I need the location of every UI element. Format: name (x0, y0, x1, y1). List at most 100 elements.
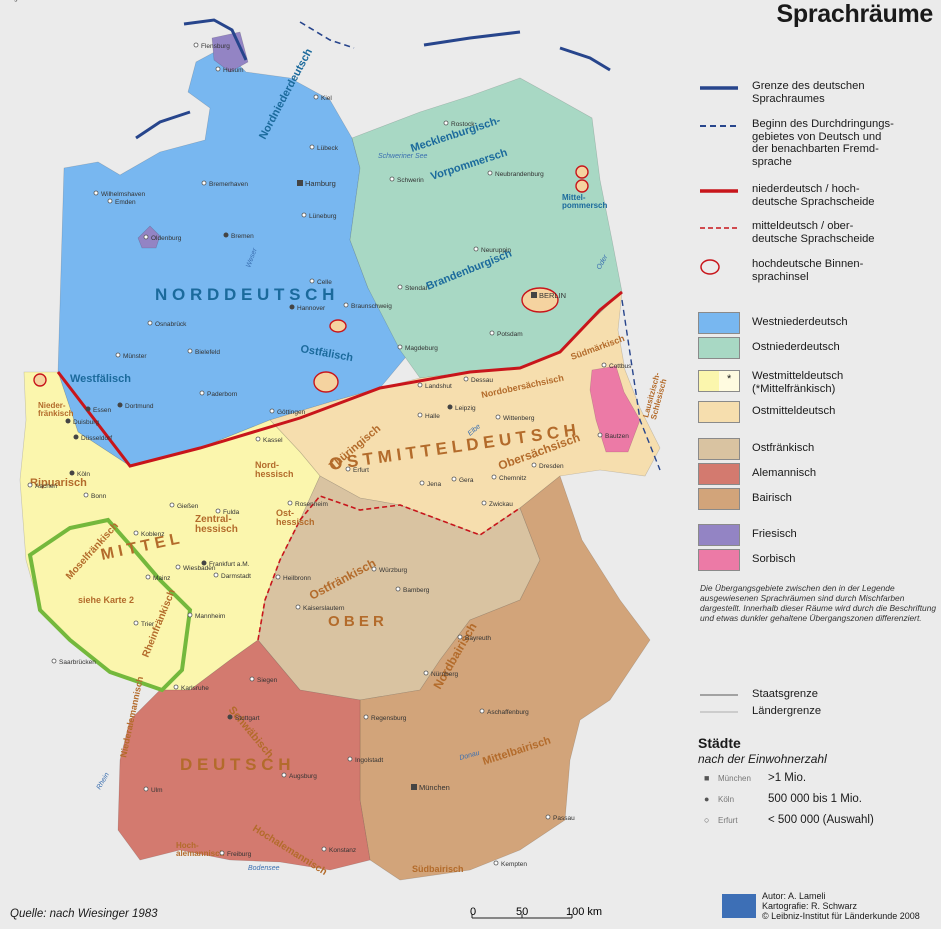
city-marker: Konstanz (321, 846, 356, 854)
credit-cartography: Kartografie: R. Schwarz (762, 901, 858, 911)
city-marker: Wilhelmshaven (93, 190, 145, 198)
city-marker: Erfurt (345, 466, 369, 474)
city-label: Jena (427, 481, 441, 488)
city-marker: Landshut (417, 382, 452, 390)
scale-tick-label: 0 (470, 906, 476, 918)
region-label: Mittel-pommersch (562, 193, 607, 210)
legend-label: Ländergrenze (752, 705, 822, 717)
city-marker: Dessau (463, 376, 493, 384)
city-label: Duisburg (73, 419, 99, 426)
city-label: Celle (317, 279, 332, 286)
city-label: Potsdam (497, 331, 523, 338)
legend-label: Staatsgrenze (752, 688, 818, 700)
city-marker: Bremerhaven (201, 180, 248, 188)
city-marker: Bonn (83, 492, 107, 500)
legend-label: Westmitteldeutsch (*Mittelfränkisch) (752, 370, 844, 395)
city-marker: Göttingen (269, 408, 306, 416)
city-label: Hamburg (305, 179, 336, 188)
city-marker: Duisburg (65, 418, 99, 426)
city-marker: Magdeburg (397, 344, 438, 352)
sprachraum-border-denmark (135, 110, 191, 140)
city-label: Bonn (91, 493, 107, 500)
sprachraum-border-east (559, 46, 611, 72)
legend-label: Beginn des Durchdringungs- gebietes von … (752, 118, 894, 168)
city-marker: Frankfurt a.M. (201, 560, 250, 568)
city-size-label: 500 000 bis 1 Mio. (768, 793, 862, 805)
region-friesisch-saterland (137, 225, 161, 249)
legend-line-item: niederdeutsch / hoch- deutsche Sprachsch… (698, 183, 932, 208)
legend-label: Grenze des deutschen Sprachraumes (752, 80, 865, 105)
legend-label: Sorbisch (752, 553, 796, 565)
legend-note: Die Übergangsgebiete zwischen den in der… (700, 583, 937, 623)
source-note: Quelle: nach Wiesinger 1983 (10, 908, 158, 920)
city-marker: Passau (545, 814, 575, 822)
city-label: Mainz (153, 575, 170, 582)
city-marker: Wiesbaden (175, 564, 216, 572)
city-marker: Bremen (223, 232, 254, 240)
city-label: Siegen (257, 677, 278, 684)
city-marker: Augsburg (281, 772, 317, 780)
city-marker: Flensburg (193, 42, 230, 50)
city-label: Bamberg (403, 587, 430, 594)
city-marker: Würzburg (371, 566, 408, 574)
legend-label: niederdeutsch / hoch- deutsche Sprachsch… (752, 183, 875, 208)
legend-swatch-ostfraenkisch (698, 438, 740, 460)
region-label: Zentral-hessisch (195, 514, 238, 535)
city-label: Stendal (405, 285, 428, 292)
cities-subheading: nach der Einwohnerzahl (698, 752, 827, 766)
region-label: Hoch-alemannisch (176, 841, 225, 858)
dashed-red-line-icon (698, 220, 742, 244)
city-legend-row: ○ Erfurt < 500 000 (Auswahl) (704, 814, 874, 826)
city-label: Neubrandenburg (495, 171, 544, 178)
city-label: Gera (459, 477, 474, 484)
city-marker: Rosenheim (287, 500, 328, 508)
legend-label: mitteldeutsch / ober- deutsche Sprachsch… (752, 220, 875, 245)
city-marker: Mainz (145, 574, 170, 582)
legend-label: Bairisch (752, 492, 792, 504)
sprachraum-border-north (183, 18, 248, 61)
city-marker: Lüneburg (301, 212, 337, 220)
city-example: Erfurt (718, 815, 738, 825)
city-marker: Stuttgart (227, 714, 260, 722)
water-label: Rhein (96, 772, 111, 791)
region-label: siehe Karte 2 (78, 595, 134, 605)
legend-area-item: Friesisch (698, 524, 932, 548)
region-label: Westfälisch (70, 373, 131, 385)
credits: Autor: A. Lameli Kartografie: R. Schwarz… (762, 891, 920, 921)
credit-copyright: © Leibniz-Institut für Länderkunde 2008 (762, 911, 920, 921)
city-legend-row: ● Köln 500 000 bis 1 Mio. (704, 793, 862, 805)
legend-swatch-westmitteldeutsch: * (698, 370, 740, 392)
city-island-pommern1 (575, 165, 589, 179)
city-example: Köln (718, 794, 735, 804)
legend-line-item: mitteldeutsch / ober- deutsche Sprachsch… (698, 220, 932, 245)
city-label: Mannheim (195, 613, 225, 620)
city-marker: Kassel (255, 436, 283, 444)
city-marker: Bautzen (597, 432, 629, 440)
city-marker: Osnabrück (147, 320, 187, 328)
city-marker: Schwerin (389, 176, 424, 184)
city-marker: Köln (69, 470, 90, 478)
city-label: Essen (93, 407, 111, 414)
city-label: Husum (223, 67, 244, 74)
city-marker: Stendal (397, 284, 428, 292)
legend-label: Westniederdeutsch (752, 316, 848, 328)
city-label: BERLIN (539, 291, 566, 300)
city-marker: Düsseldorf (73, 434, 112, 442)
city-marker: Halle (417, 412, 440, 420)
legend-swatch-ostmitteldeutsch (698, 401, 740, 423)
scale-tick-label: 100 km (566, 906, 602, 918)
legend-swatch-westniederdeutsch (698, 312, 740, 334)
city-marker: Fulda (215, 508, 240, 516)
city-marker: Gera (451, 476, 474, 484)
legend-label: Ostmitteldeutsch (752, 405, 836, 417)
legend-line-item: hochdeutsche Binnen- sprachinsel (698, 258, 932, 283)
city-marker: Aachen (27, 482, 57, 490)
region-sorbisch (589, 365, 641, 453)
solid-blue-line-icon (698, 80, 742, 104)
map-title: Sprachräume (776, 0, 934, 28)
city-marker: BERLIN (531, 291, 566, 300)
city-label: Leipzig (455, 405, 476, 412)
city-label: Dessau (471, 377, 493, 384)
solid-red-line-icon (698, 183, 742, 207)
region-label: D E U T S C H (180, 755, 291, 774)
